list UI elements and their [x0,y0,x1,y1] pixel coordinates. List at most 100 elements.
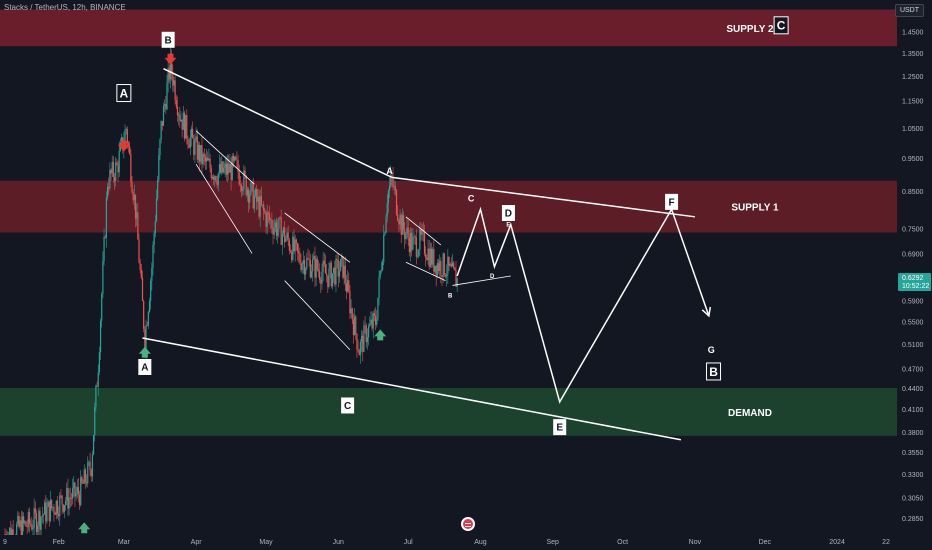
candle-body-44 [55,500,57,516]
candle-body-285 [336,258,338,260]
candle-body-276 [326,273,328,276]
candle-body-220 [260,196,262,205]
candle-body-119 [143,300,145,329]
candle-body-224 [265,213,267,227]
candle-body-378 [444,274,447,277]
y-tick-label-18: 0.3050 [902,496,924,503]
candle-body-189 [224,163,226,168]
candle-body-373 [439,260,441,271]
wave-label-4: A [386,166,393,176]
candle-body-74 [90,470,92,477]
candle-body-203 [240,185,243,191]
candle-body-249 [294,239,296,252]
candle-body-384 [451,262,454,267]
candle-body-35 [45,502,47,522]
candle-body-178 [211,176,214,179]
x-tick-label-13: 22 [882,539,890,546]
candle-body-18 [25,521,27,527]
candle-body-25 [33,508,35,528]
candle-body-58 [71,488,74,499]
candle-body-255 [301,263,303,271]
candle-body-303 [357,349,359,352]
trendline-4 [195,164,253,254]
candle-body-256 [302,260,304,264]
candle-body-174 [207,157,209,161]
candle-body-167 [199,144,201,162]
candle-body-261 [308,259,310,261]
candle-body-70 [85,481,88,484]
candle-body-184 [218,164,221,174]
candle-body-45 [56,500,59,515]
candle-body-37 [47,501,49,507]
candle-body-258 [305,268,307,275]
candle-body-79 [96,385,98,387]
candle-body-294 [347,280,349,292]
candle-body-313 [369,323,371,327]
candle-body-241 [285,238,287,242]
candle-body-208 [246,189,248,196]
candle-body-388 [456,278,458,287]
candle-body-49 [61,495,63,505]
x-tick-label-10: Nov [689,539,702,546]
candle-body-314 [370,319,372,324]
wave-label-box-6 [501,205,515,222]
candle-body-229 [271,219,273,229]
candle-body-236 [279,217,281,219]
zone-label-1: SUPPLY 1 [731,203,779,214]
candle-body-385 [453,262,455,268]
candle-body-80 [97,372,99,387]
candle-body-264 [312,259,314,272]
trendline-1 [142,337,682,441]
wave-label-box-14 [773,16,789,35]
time-axis-background [0,535,932,550]
candle-body-271 [320,279,322,284]
wave-label-13: B [709,365,718,379]
candle-body-32 [41,515,43,517]
candle-body-225 [266,212,268,227]
y-tick-label-5: 0.9500 [902,156,924,163]
candle-body-22 [30,523,32,525]
trendline-5 [284,212,351,263]
y-tick-label-4: 1.0500 [902,126,924,133]
wave-label-9: D [490,274,495,280]
candle-body-354 [416,255,419,257]
candle-body-265 [313,256,315,260]
candle-body-188 [223,167,225,173]
candle-body-140 [167,67,169,83]
tradingview-logo-icon[interactable] [461,517,475,531]
candle-body-363 [427,248,429,261]
candle-body-343 [404,229,406,240]
wave-label-10: E [556,423,563,434]
candle-body-17 [24,521,26,524]
candle-body-113 [136,212,138,219]
candle-body-65 [80,477,82,506]
candle-body-183 [217,173,219,186]
candle-body-247 [292,236,294,261]
currency-button[interactable]: USDT [894,4,924,17]
y-tick-label-1: 1.3500 [902,51,924,58]
candle-body-369 [434,265,436,272]
candle-body-251 [296,243,299,252]
candle-body-304 [358,351,360,356]
candle-body-43 [54,513,56,516]
candle-body-47 [59,495,61,517]
candle-body-144 [172,72,174,86]
wave-label-1: B [165,35,172,46]
candle-body-149 [178,114,180,116]
candle-body-78 [95,385,97,408]
candle-body-246 [291,251,293,261]
candle-body-232 [274,222,276,228]
candle-body-326 [384,232,386,235]
candle-body-26 [34,508,36,514]
candle-body-316 [372,313,374,329]
candle-body-145 [173,80,175,86]
candle-body-367 [432,249,434,265]
x-tick-label-7: Aug [474,539,487,546]
candle-body-250 [295,239,297,244]
y-tick-label-15: 0.3800 [902,430,924,437]
candle-body-155 [185,115,187,139]
candle-body-159 [189,136,191,148]
trendline-0 [163,68,393,179]
candle-body-215 [254,189,257,197]
